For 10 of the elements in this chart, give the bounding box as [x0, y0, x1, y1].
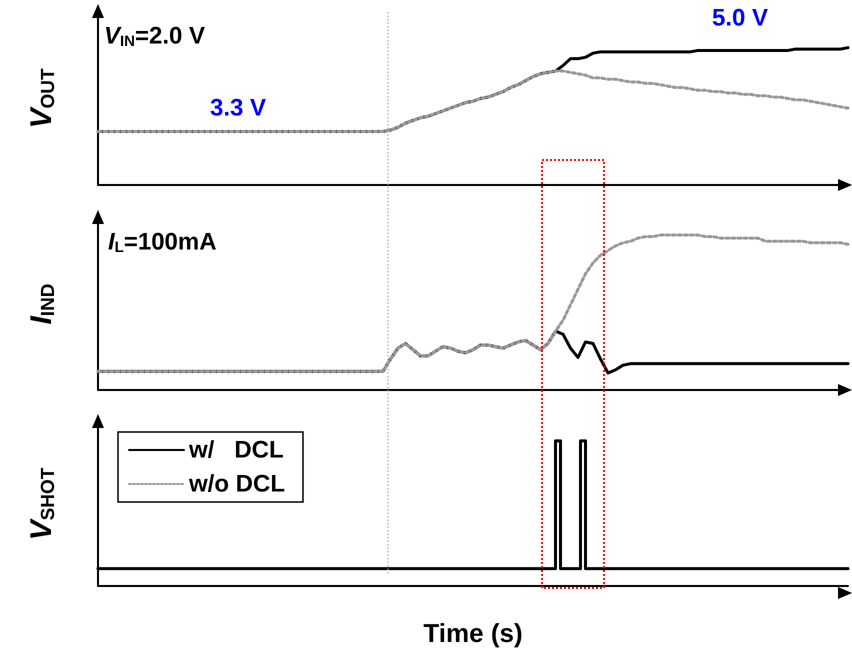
annotation: IL=100mA [108, 228, 217, 256]
legend-label: w/o DCL [188, 470, 285, 498]
y-axis-title: IIND [25, 283, 59, 325]
y-axis-title: VSHOT [25, 467, 59, 540]
y-axis-title: VOUT [25, 68, 59, 129]
annotation: VIN=2.0 V [104, 22, 206, 50]
legend-label: w/ DCL [188, 436, 284, 464]
annotation: 3.3 V [210, 94, 266, 122]
x-axis-title: Time (s) [423, 618, 523, 648]
text: 5.0 V [712, 4, 768, 32]
